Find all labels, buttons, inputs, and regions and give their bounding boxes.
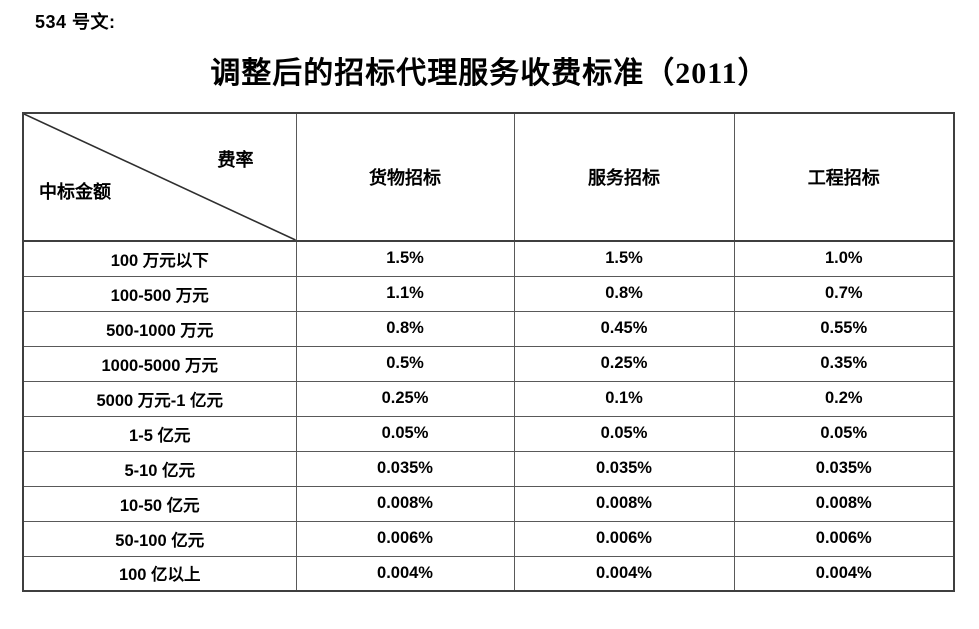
page-title: 调整后的招标代理服务收费标准（2011） xyxy=(210,57,769,90)
engineering-rate-cell: 1.0% xyxy=(733,240,955,277)
table-row: 1-5 亿元 0.05% 0.05% 0.05% xyxy=(22,415,955,452)
amount-cell: 1000-5000 万元 xyxy=(22,345,297,382)
service-rate-cell: 0.004% xyxy=(513,555,735,592)
goods-rate-cell: 1.5% xyxy=(295,240,515,277)
table-header-row: 费率 中标金额 货物招标 服务招标 工程招标 xyxy=(22,112,955,242)
amount-cell: 1-5 亿元 xyxy=(22,415,297,452)
service-rate-cell: 0.006% xyxy=(513,520,735,557)
diagonal-divider-line xyxy=(24,114,296,240)
table-row: 5000 万元-1 亿元 0.25% 0.1% 0.2% xyxy=(22,380,955,417)
goods-rate-cell: 0.05% xyxy=(295,415,515,452)
amount-cell: 50-100 亿元 xyxy=(22,520,297,557)
column-header-service: 服务招标 xyxy=(513,112,735,242)
corner-label-amount: 中标金额 xyxy=(39,182,111,202)
engineering-rate-cell: 0.2% xyxy=(733,380,955,417)
table-row: 1000-5000 万元 0.5% 0.25% 0.35% xyxy=(22,345,955,382)
service-rate-cell: 0.1% xyxy=(513,380,735,417)
goods-rate-cell: 0.008% xyxy=(295,485,515,522)
table-row: 5-10 亿元 0.035% 0.035% 0.035% xyxy=(22,450,955,487)
service-rate-cell: 0.45% xyxy=(513,310,735,347)
amount-cell: 5000 万元-1 亿元 xyxy=(22,380,297,417)
goods-rate-cell: 0.004% xyxy=(295,555,515,592)
table-row: 10-50 亿元 0.008% 0.008% 0.008% xyxy=(22,485,955,522)
corner-label-rate: 费率 xyxy=(217,150,254,170)
engineering-rate-cell: 0.035% xyxy=(733,450,955,487)
amount-cell: 100 万元以下 xyxy=(22,240,297,277)
table-row: 500-1000 万元 0.8% 0.45% 0.55% xyxy=(22,310,955,347)
column-header-goods: 货物招标 xyxy=(295,112,515,242)
amount-cell: 10-50 亿元 xyxy=(22,485,297,522)
diagonal-corner-cell: 费率 中标金额 xyxy=(22,112,297,242)
table-row: 100-500 万元 1.1% 0.8% 0.7% xyxy=(22,275,955,312)
service-rate-cell: 0.8% xyxy=(513,275,735,312)
table-row: 100 万元以下 1.5% 1.5% 1.0% xyxy=(22,240,955,277)
service-rate-cell: 0.008% xyxy=(513,485,735,522)
engineering-rate-cell: 0.05% xyxy=(733,415,955,452)
goods-rate-cell: 1.1% xyxy=(295,275,515,312)
goods-rate-cell: 0.006% xyxy=(295,520,515,557)
amount-cell: 5-10 亿元 xyxy=(22,450,297,487)
table-row: 50-100 亿元 0.006% 0.006% 0.006% xyxy=(22,520,955,557)
service-rate-cell: 0.25% xyxy=(513,345,735,382)
service-rate-cell: 1.5% xyxy=(513,240,735,277)
goods-rate-cell: 0.8% xyxy=(295,310,515,347)
engineering-rate-cell: 0.008% xyxy=(733,485,955,522)
amount-cell: 500-1000 万元 xyxy=(22,310,297,347)
column-header-engineering: 工程招标 xyxy=(733,112,955,242)
goods-rate-cell: 0.5% xyxy=(295,345,515,382)
fee-standard-table: 费率 中标金额 货物招标 服务招标 工程招标 100 万元以下 1.5% 1.5… xyxy=(22,112,955,592)
engineering-rate-cell: 0.006% xyxy=(733,520,955,557)
goods-rate-cell: 0.25% xyxy=(295,380,515,417)
engineering-rate-cell: 0.004% xyxy=(733,555,955,592)
engineering-rate-cell: 0.7% xyxy=(733,275,955,312)
service-rate-cell: 0.05% xyxy=(513,415,735,452)
amount-cell: 100 亿以上 xyxy=(22,555,297,592)
service-rate-cell: 0.035% xyxy=(513,450,735,487)
amount-cell: 100-500 万元 xyxy=(22,275,297,312)
engineering-rate-cell: 0.55% xyxy=(733,310,955,347)
doc-number: 534 号文: xyxy=(35,12,116,32)
goods-rate-cell: 0.035% xyxy=(295,450,515,487)
table-row: 100 亿以上 0.004% 0.004% 0.004% xyxy=(22,555,955,592)
engineering-rate-cell: 0.35% xyxy=(733,345,955,382)
